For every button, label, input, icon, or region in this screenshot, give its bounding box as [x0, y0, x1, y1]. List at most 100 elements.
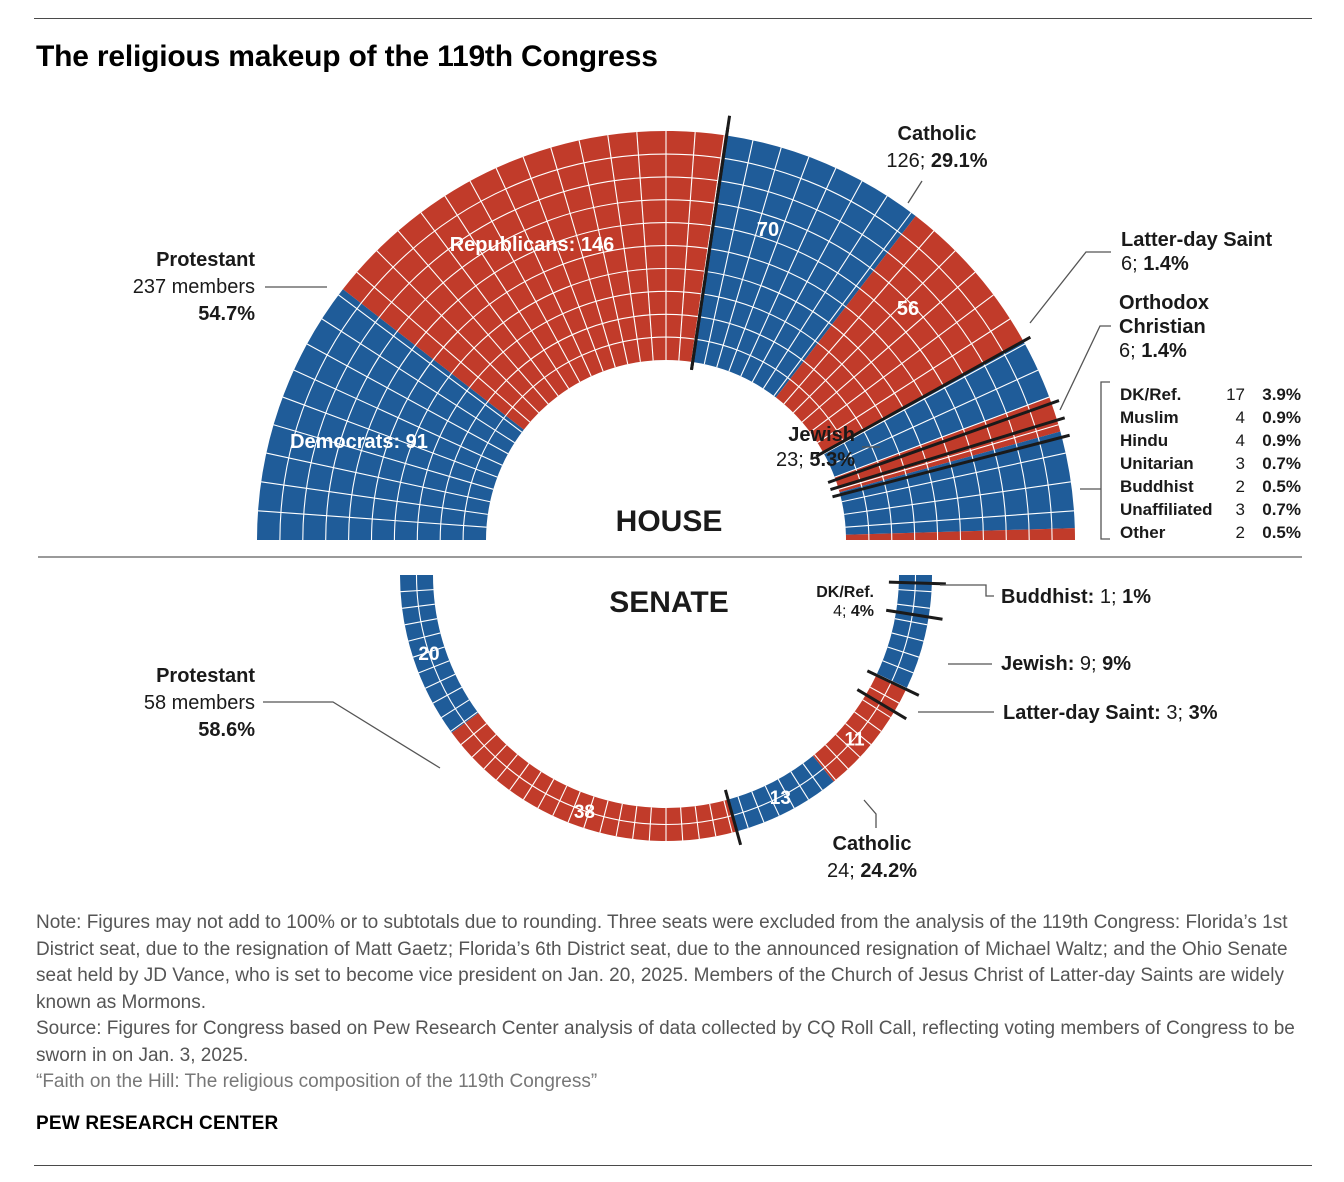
house-orthodox-name1: Orthodox: [1119, 292, 1209, 314]
senate-grid-spoke: [537, 778, 555, 809]
house-grid-spoke: [578, 140, 629, 365]
senate-group-divider: [885, 608, 943, 621]
senate-grid-spoke: [887, 646, 920, 658]
senate-grid-spoke: [764, 785, 780, 816]
senate-lds-pct: 3%: [1189, 702, 1218, 724]
senate-protestant-members: 58 members: [144, 692, 255, 714]
house-grid-spoke: [495, 167, 592, 377]
senate-dk-pct: 4%: [851, 603, 874, 620]
senate-grid-spoke: [400, 589, 434, 593]
house-grid-spoke: [678, 132, 696, 361]
house-grid-spoke: [801, 271, 976, 423]
house-orthodox-count: 6;: [1119, 340, 1141, 362]
brand-label: PEW RESEARCH CENTER: [36, 1113, 279, 1134]
senate-grid-spoke: [694, 806, 700, 839]
house-grid-spoke: [783, 230, 935, 405]
senate-block-democrat: [728, 755, 834, 832]
house-grid-spoke: [273, 424, 494, 490]
house-label: HOUSE: [616, 505, 723, 538]
small-group-count: 2: [1236, 477, 1245, 496]
senate-count-label: 20: [418, 644, 439, 665]
senate-grid-spoke: [777, 778, 795, 809]
house-grid-spoke: [266, 452, 491, 503]
senate-group-divider: [888, 580, 946, 586]
source-text: Source: Figures for Congress based on Pe…: [36, 1018, 1295, 1066]
senate-grid-spoke: [737, 796, 749, 829]
senate-grid-spoke: [898, 589, 932, 593]
house-block-republican: [838, 420, 1061, 493]
senate-grid-spoke: [471, 734, 497, 758]
house-lds-count: 6;: [1121, 253, 1143, 275]
house-grid-spoke: [823, 343, 1026, 455]
senate-grid-spoke: [835, 734, 861, 758]
senate-grid-spoke: [523, 771, 542, 800]
house-catholic-value: 126; 29.1%: [886, 150, 987, 172]
house-grid-spoke: [607, 135, 641, 362]
senate-grid-spoke: [404, 618, 438, 626]
small-group-name: DK/Ref.: [1120, 385, 1181, 404]
parliament-chart: Republicans: 146 Democrats: 91 70 56 HOU…: [38, 115, 1302, 882]
senate-grid-spoke: [483, 744, 507, 770]
house-grid-spoke: [321, 318, 515, 444]
house-orthodox-name2: Christian: [1119, 316, 1206, 338]
senate-grid-spoke: [891, 632, 924, 642]
house-grid-spoke: [550, 147, 616, 368]
chart-title: The religious makeup of the 119th Congre…: [36, 40, 658, 73]
senate-catholic-value: 24; 24.2%: [827, 860, 917, 882]
small-group-name: Unitarian: [1120, 454, 1194, 473]
small-group-count: 3: [1236, 454, 1245, 473]
report-link[interactable]: “Faith on the Hill: The religious compos…: [36, 1071, 598, 1092]
house-orthodox-leader: [1059, 325, 1111, 411]
small-group-pct: 0.9%: [1262, 408, 1301, 427]
house-jewish-count: 23;: [776, 449, 809, 471]
small-group-name: Buddhist: [1120, 477, 1194, 496]
senate-grid-spoke: [882, 660, 914, 674]
senate-grid-spoke: [709, 803, 717, 837]
house-grid-spoke: [762, 195, 888, 389]
senate-buddhist-leader: [940, 584, 994, 597]
senate-grid-spoke: [751, 791, 765, 823]
senate-grid-spoke: [680, 807, 684, 841]
small-group-count: 4: [1236, 408, 1245, 427]
house-seat-arc: [257, 131, 1075, 541]
house-grid-spoke: [751, 180, 863, 383]
senate-lds-value: Latter-day Saint: 3; 3%: [1003, 702, 1218, 724]
small-group-pct: 0.7%: [1262, 454, 1301, 473]
senate-grid-spoke: [845, 723, 872, 745]
senate-group-divider: [856, 688, 908, 721]
small-group-pct: 3.9%: [1262, 385, 1301, 404]
small-group-name: Muslim: [1120, 408, 1179, 427]
senate-catholic-leader: [863, 799, 877, 828]
senate-grid-spoke: [460, 723, 487, 745]
house-grid-spoke: [420, 212, 559, 397]
senate-buddhist-value: Buddhist: 1; 1%: [1001, 586, 1151, 608]
senate-grid-spoke: [894, 618, 928, 626]
senate-buddhist-pct: 1%: [1122, 586, 1151, 608]
small-group-pct: 0.5%: [1262, 523, 1301, 542]
small-groups-bracket: [1100, 381, 1110, 540]
senate-grid-spoke: [825, 744, 849, 770]
top-rule: [34, 18, 1312, 19]
senate-buddhist-name: Buddhist:: [1001, 586, 1094, 608]
small-group-pct: 0.9%: [1262, 431, 1301, 450]
house-catholic-dem-count: 70: [757, 219, 779, 241]
senate-grid-spoke: [408, 632, 441, 642]
house-jewish-name: Jewish: [788, 424, 855, 446]
house-block-democrat: [823, 341, 1050, 478]
house-grid-spoke: [258, 510, 487, 528]
house-block-republican: [835, 403, 1058, 488]
senate-grid-spoke: [509, 763, 530, 791]
house-group-divider: [830, 416, 1066, 492]
senate-jewish-name: Jewish:: [1001, 653, 1074, 675]
small-group-name: Hindu: [1120, 431, 1168, 450]
small-group-name: Other: [1120, 523, 1166, 542]
house-grid-spoke: [376, 250, 540, 414]
senate-grid-spoke: [450, 711, 478, 732]
house-grid-spoke: [838, 424, 1059, 490]
senate-grid-spoke: [432, 686, 463, 704]
senate-count-label: 38: [574, 802, 595, 823]
house-grid-spoke: [636, 132, 654, 361]
senate-lds-count: 3;: [1161, 702, 1189, 724]
senate-seat-arc: [400, 574, 932, 841]
small-group-name: Unaffiliated: [1120, 500, 1213, 519]
